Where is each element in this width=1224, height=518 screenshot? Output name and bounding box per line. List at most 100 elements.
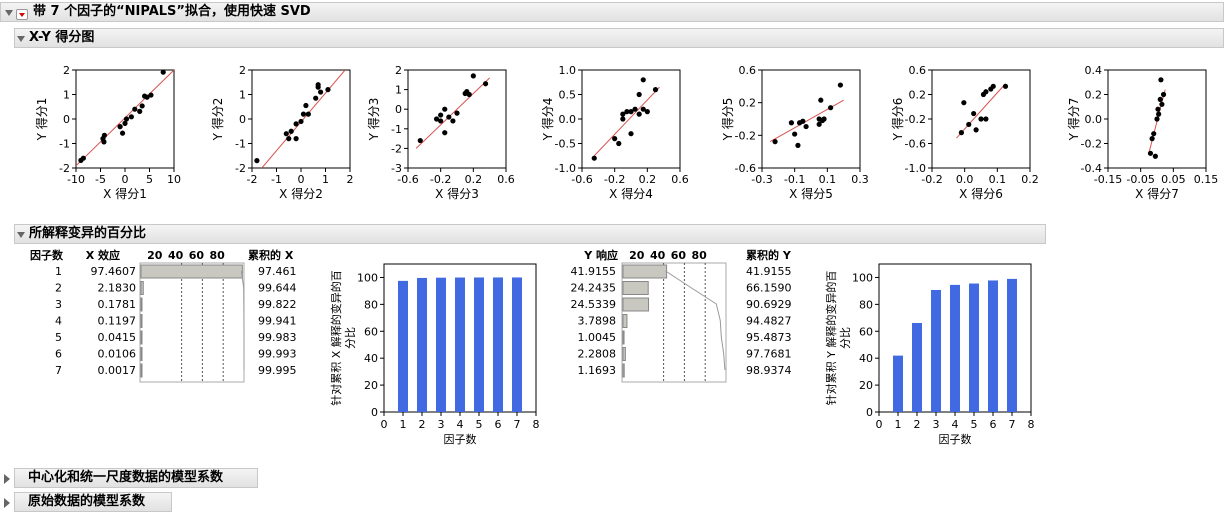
y-tick-label: -3 bbox=[391, 162, 402, 175]
pct-variation-header[interactable]: 所解释变异的百分比 bbox=[14, 224, 1046, 244]
score-point bbox=[1147, 150, 1154, 156]
disclosure-closed-icon[interactable] bbox=[4, 498, 10, 508]
y-tick-label: 40 bbox=[364, 352, 378, 365]
score-point bbox=[144, 94, 150, 100]
score-point bbox=[628, 131, 634, 137]
y-tick-label: 100 bbox=[852, 271, 873, 284]
score-point bbox=[990, 83, 996, 89]
disclosure-open-icon[interactable] bbox=[5, 10, 13, 16]
xy-scores-header[interactable]: X-Y 得分图 bbox=[14, 28, 1224, 48]
centered-coefs-header[interactable]: 中心化和统一尺度数据的模型系数 bbox=[4, 468, 258, 488]
x-effect-value: 0.1781 bbox=[98, 298, 137, 311]
y-tick-label: 0 bbox=[371, 406, 378, 419]
score-point bbox=[1157, 96, 1163, 102]
y-tick-label: 1 bbox=[239, 89, 246, 102]
x-tick-label: 0 bbox=[122, 173, 129, 186]
score-point bbox=[283, 131, 289, 137]
fit-line bbox=[415, 77, 491, 149]
score-point bbox=[160, 69, 166, 75]
y-tick-label: 2 bbox=[63, 64, 70, 77]
cum-y-value: 98.9374 bbox=[746, 364, 792, 377]
score-point bbox=[438, 112, 444, 118]
bar bbox=[931, 289, 941, 412]
disclosure-open-icon[interactable] bbox=[17, 232, 25, 238]
cum-y-value: 90.6929 bbox=[746, 298, 792, 311]
disclosure-closed-icon[interactable] bbox=[4, 474, 10, 484]
x-axis-label: X 得分2 bbox=[279, 186, 323, 201]
x-tick-label: -0.2 bbox=[604, 173, 625, 186]
y-tick-label: 0 bbox=[395, 103, 402, 116]
bar bbox=[474, 277, 484, 412]
red-triangle-menu-icon[interactable] bbox=[16, 9, 28, 20]
x-tick-label: -0.05 bbox=[1126, 173, 1154, 186]
bar bbox=[988, 280, 998, 412]
y-response-value: 1.0045 bbox=[578, 331, 617, 344]
score-point bbox=[117, 124, 123, 130]
xy-scores-title: X-Y 得分图 bbox=[29, 30, 95, 45]
cum-y-value: 97.7681 bbox=[746, 348, 792, 361]
axis-tick-label: 80 bbox=[210, 249, 226, 262]
score-point bbox=[300, 111, 307, 117]
fit-line bbox=[593, 86, 660, 157]
score-point bbox=[313, 95, 319, 101]
disclosure-open-icon[interactable] bbox=[17, 36, 25, 42]
factor-number: 5 bbox=[55, 331, 62, 344]
score-point bbox=[652, 87, 659, 93]
x-tick-label: 0.3 bbox=[851, 173, 869, 186]
score-point bbox=[433, 116, 440, 122]
x-effect-value: 0.1197 bbox=[98, 315, 137, 328]
score-point bbox=[816, 121, 822, 127]
score-point bbox=[442, 106, 448, 112]
y-tick-label: -0.2 bbox=[1081, 138, 1102, 151]
x-effect-bar bbox=[140, 281, 144, 295]
score-point bbox=[1159, 101, 1165, 107]
raw-coefs-title: 原始数据的模型系数 bbox=[28, 494, 146, 509]
cum-x-value: 99.995 bbox=[258, 364, 297, 377]
score-point bbox=[288, 128, 294, 134]
y-tick-label: -2 bbox=[59, 162, 70, 175]
y-tick-label: 0 bbox=[239, 113, 246, 126]
score-point bbox=[137, 108, 143, 114]
x-tick-label: 5 bbox=[476, 418, 483, 431]
x-tick-label: 5 bbox=[146, 173, 153, 186]
y-axis-label: Y 得分3 bbox=[366, 98, 381, 142]
x-axis-label: X 得分7 bbox=[1135, 186, 1179, 201]
score-point bbox=[122, 120, 128, 126]
x-tick-label: -10 bbox=[67, 173, 85, 186]
y-tick-label: -1 bbox=[235, 138, 246, 151]
score-point bbox=[620, 111, 626, 117]
x-axis-label: X 得分5 bbox=[789, 186, 833, 201]
x-tick-label: 0.0 bbox=[956, 173, 974, 186]
factor-number: 6 bbox=[55, 348, 62, 361]
score-point bbox=[1158, 77, 1164, 83]
score-point bbox=[961, 100, 967, 106]
score-plot-4: -0.6 -0.2 0.2 0.6 -1.0 -0.5 0.0 0.5 1.0 X 得分4 Y 得分… bbox=[540, 64, 689, 201]
y-tick-label: -0.4 bbox=[1081, 162, 1102, 175]
score-point bbox=[293, 136, 299, 142]
y-response-bar bbox=[622, 363, 625, 378]
x-tick-label: -1 bbox=[271, 173, 282, 186]
score-point bbox=[80, 155, 86, 161]
score-point bbox=[792, 131, 798, 137]
score-point bbox=[315, 82, 321, 88]
x-tick-label: -0.2 bbox=[430, 173, 451, 186]
x-tick-label: 0.6 bbox=[497, 173, 515, 186]
score-point bbox=[958, 130, 965, 136]
y-tick-label: 0.0 bbox=[559, 113, 577, 126]
score-point bbox=[628, 109, 634, 115]
x-tick-label: 7 bbox=[514, 418, 521, 431]
x-tick-label: 1 bbox=[322, 173, 329, 186]
axis-tick-label: 80 bbox=[692, 249, 708, 262]
y-axis-label: Y 得分4 bbox=[540, 98, 555, 142]
y-tick-label: 60 bbox=[364, 325, 378, 338]
bar bbox=[436, 277, 446, 412]
x-tick-label: -0.3 bbox=[751, 173, 772, 186]
score-point bbox=[803, 123, 809, 130]
y-tick-label: 0.6 bbox=[909, 64, 927, 77]
score-point bbox=[640, 77, 646, 83]
y-tick-label: 100 bbox=[357, 271, 378, 284]
score-point bbox=[1002, 83, 1009, 89]
raw-coefs-header[interactable]: 原始数据的模型系数 bbox=[4, 492, 172, 512]
score-point bbox=[123, 116, 130, 122]
